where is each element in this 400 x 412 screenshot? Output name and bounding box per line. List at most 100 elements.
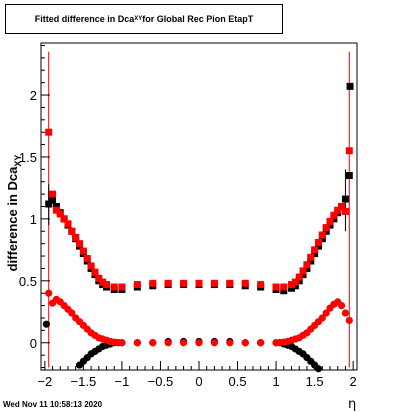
data-point xyxy=(83,255,91,263)
data-point xyxy=(195,339,203,347)
x-tick-label: 1.5 xyxy=(306,374,324,389)
data-point xyxy=(91,268,99,276)
data-point xyxy=(311,246,319,254)
data-point xyxy=(45,289,53,297)
x-axis-label: η xyxy=(348,397,357,412)
x-tick-label: −1.5 xyxy=(71,374,97,389)
data-point xyxy=(195,279,203,287)
data-point xyxy=(241,339,249,347)
data-point xyxy=(95,274,103,282)
data-point xyxy=(149,279,157,287)
x-tick-label: −1 xyxy=(115,374,130,389)
data-point xyxy=(79,247,87,255)
data-point xyxy=(307,257,315,265)
data-point xyxy=(326,221,334,229)
data-point xyxy=(330,215,338,223)
data-point xyxy=(341,207,349,215)
title-suffix: for Global Rec Pion EtapT xyxy=(142,14,254,24)
data-point xyxy=(164,279,172,287)
data-point xyxy=(322,227,330,235)
data-point xyxy=(179,339,188,347)
data-point xyxy=(241,279,249,287)
plot-frame xyxy=(40,42,358,371)
data-point xyxy=(345,316,353,325)
data-point xyxy=(291,282,299,290)
data-point xyxy=(87,262,95,270)
x-tick-label: 0 xyxy=(195,374,202,389)
data-point xyxy=(311,250,319,258)
data-point xyxy=(314,242,322,250)
data-point xyxy=(318,231,326,239)
data-point xyxy=(118,283,126,291)
data-point xyxy=(287,284,295,292)
x-tick-label: 2 xyxy=(350,374,357,389)
data-point xyxy=(314,238,322,246)
data-point xyxy=(68,309,76,317)
error-bars xyxy=(48,51,350,368)
data-point xyxy=(133,339,141,347)
data-point xyxy=(291,278,299,286)
data-point xyxy=(272,283,280,291)
data-point xyxy=(322,309,330,317)
data-point xyxy=(334,206,342,214)
data-point xyxy=(345,147,353,155)
y-tick-label: 0.5 xyxy=(19,274,37,289)
data-point xyxy=(226,279,234,287)
data-point xyxy=(341,309,350,317)
data-point xyxy=(287,281,295,289)
data-point xyxy=(60,215,68,223)
tick-labels: −2 −1.5 −1 −0.5 0 0.5 1 1.5 2 0 0.5 1 1.5 2 xyxy=(19,88,357,389)
data-point xyxy=(295,277,303,285)
data-point xyxy=(257,339,265,347)
data-point xyxy=(338,203,346,210)
data-point xyxy=(322,224,330,232)
chart-title: Fitted difference in Dca XY for Global Re… xyxy=(5,4,283,34)
x-tick-label: −2 xyxy=(37,374,52,389)
data-point xyxy=(318,314,326,322)
y-tick-label: 0 xyxy=(30,336,37,351)
x-tick-label: 0.5 xyxy=(228,374,246,389)
y-tick-label: 1.5 xyxy=(19,150,37,165)
data-point xyxy=(49,190,57,198)
data-point xyxy=(133,281,141,289)
data-point xyxy=(210,279,218,287)
data-markers xyxy=(42,82,354,373)
data-point xyxy=(337,301,346,310)
data-point xyxy=(280,283,288,291)
y-axis-label: difference in DcaXY xyxy=(5,155,23,272)
data-point xyxy=(346,82,354,90)
data-point xyxy=(326,217,334,225)
data-point xyxy=(103,281,111,289)
data-point xyxy=(42,320,50,328)
data-point xyxy=(345,172,353,180)
data-point xyxy=(110,283,118,291)
data-point xyxy=(49,196,57,204)
timestamp: Wed Nov 11 10:58:13 2020 xyxy=(3,400,103,409)
data-point xyxy=(45,200,53,208)
data-point xyxy=(318,235,326,243)
y-tick-label: 2 xyxy=(30,88,37,103)
title-prefix: Fitted difference in Dca xyxy=(34,14,135,24)
data-point xyxy=(52,203,60,210)
data-point xyxy=(341,195,349,203)
axis-ticks xyxy=(41,44,354,370)
data-point xyxy=(56,210,64,218)
data-point xyxy=(210,339,219,347)
data-point xyxy=(307,253,315,261)
data-point xyxy=(180,279,188,287)
y-tick-label: 1 xyxy=(30,212,37,227)
data-point xyxy=(226,339,234,347)
x-tick-label: 1 xyxy=(272,374,279,389)
data-point xyxy=(72,233,80,241)
data-point xyxy=(303,264,311,272)
data-point xyxy=(314,365,323,373)
data-point xyxy=(303,261,311,269)
x-tick-label: −0.5 xyxy=(148,374,174,389)
data-point xyxy=(118,339,126,347)
data-point xyxy=(299,271,307,279)
data-point xyxy=(164,339,172,347)
data-point xyxy=(68,227,76,235)
data-point xyxy=(45,128,53,136)
title-subscript: XY xyxy=(134,16,143,22)
